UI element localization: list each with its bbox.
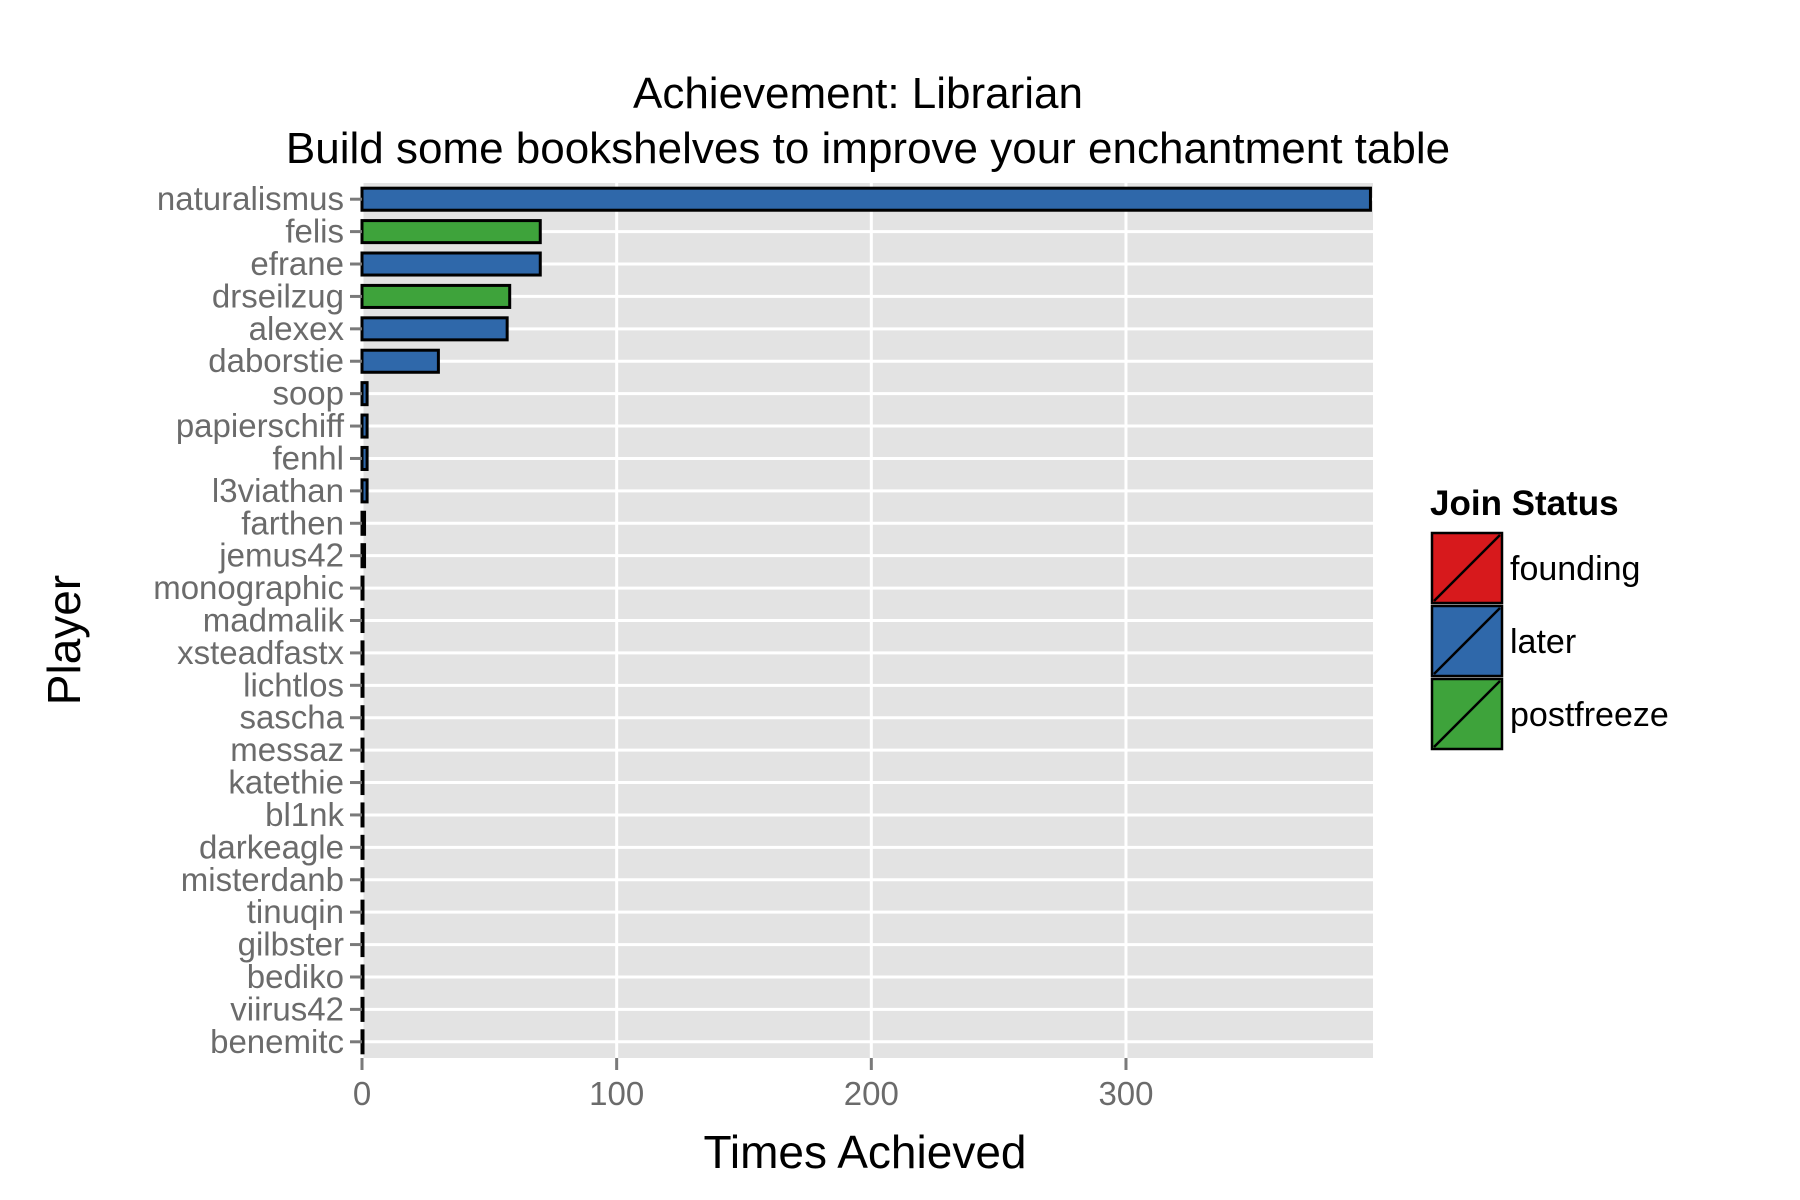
y-tick-label: soop (272, 375, 344, 412)
bar (360, 802, 365, 828)
bar (360, 996, 365, 1022)
bar (360, 770, 365, 796)
legend-label-later: later (1510, 623, 1576, 661)
bar (360, 381, 369, 407)
y-tick-label: monographic (153, 569, 344, 606)
y-axis: naturalismusfelisefranedrseilzugalexexda… (153, 180, 362, 1060)
bar (360, 672, 365, 698)
y-tick-label: daborstie (208, 342, 344, 379)
bar (360, 445, 369, 471)
y-tick-label: messaz (230, 731, 344, 768)
x-axis: 0 100 200 300 (353, 1058, 1154, 1112)
y-tick-label: misterdanb (181, 861, 344, 898)
y-tick-label: drseilzug (212, 277, 344, 314)
x-axis-title: Times Achieved (704, 1126, 1027, 1178)
legend: Join Status founding later postfreeze (1430, 484, 1669, 751)
bar (360, 186, 1372, 212)
y-tick-label: farthen (241, 504, 344, 541)
bar (360, 219, 542, 245)
bar (360, 478, 369, 504)
bar (360, 348, 440, 374)
legend-swatch-slash (1433, 607, 1501, 675)
bar (360, 899, 365, 925)
y-tick-label: l3viathan (212, 472, 344, 509)
x-tick-label: 100 (589, 1075, 644, 1112)
bar (360, 1029, 365, 1055)
chart-title: Achievement: Librarian (633, 69, 1083, 118)
bar (360, 964, 365, 990)
bar (360, 867, 365, 893)
x-tick-label: 200 (844, 1075, 899, 1112)
y-tick-label: sascha (239, 699, 344, 736)
bar (360, 316, 509, 342)
y-tick-label: alexex (249, 310, 345, 347)
bar (360, 640, 365, 666)
bar (360, 283, 512, 309)
y-axis-title: Player (38, 575, 90, 705)
legend-label-postfreeze: postfreeze (1510, 696, 1669, 734)
y-tick-label: tinuqin (247, 893, 344, 930)
y-tick-label: madmalik (203, 602, 345, 639)
legend-title: Join Status (1430, 484, 1619, 523)
bar (360, 575, 365, 601)
chart-subtitle: Build some bookshelves to improve your e… (286, 124, 1450, 173)
y-tick-label: katethie (228, 764, 344, 801)
bar (360, 251, 542, 277)
bar (360, 413, 369, 439)
y-tick-label: papierschiff (176, 407, 345, 444)
legend-swatch-slash (1433, 534, 1501, 602)
y-tick-label: jemus42 (218, 537, 344, 574)
y-tick-label: felis (285, 213, 344, 250)
bar (360, 834, 365, 860)
bar (360, 737, 365, 763)
y-tick-label: benemitc (210, 1023, 344, 1060)
x-tick-label: 0 (353, 1075, 371, 1112)
bar (360, 705, 365, 731)
y-tick-label: viirus42 (230, 990, 344, 1027)
legend-swatch-slash (1433, 680, 1501, 748)
bar (360, 510, 367, 536)
y-tick-label: bl1nk (265, 796, 344, 833)
y-tick-label: gilbster (238, 926, 344, 963)
y-tick-label: lichtlos (243, 666, 344, 703)
y-tick-label: xsteadfastx (177, 634, 344, 671)
y-tick-label: naturalismus (157, 180, 344, 217)
x-tick-label: 300 (1098, 1075, 1153, 1112)
y-tick-label: efrane (250, 245, 344, 282)
bar (360, 543, 367, 569)
legend-label-founding: founding (1510, 550, 1640, 588)
bar (360, 607, 365, 634)
y-tick-label: fenhl (272, 439, 344, 476)
y-tick-label: darkeagle (199, 828, 344, 865)
bar (360, 932, 365, 958)
y-tick-label: bediko (247, 958, 344, 995)
